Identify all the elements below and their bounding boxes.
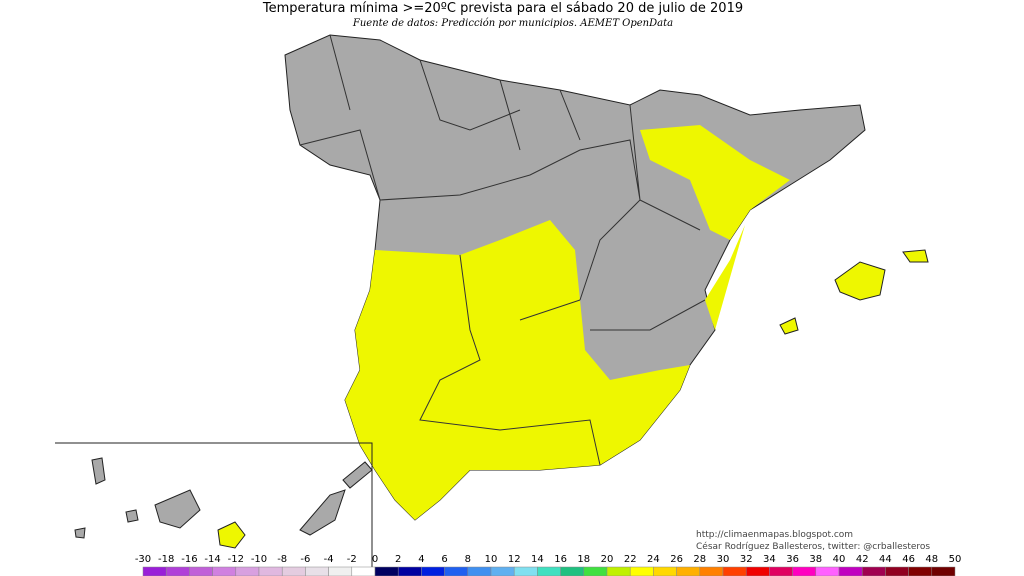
legend-label: 42 xyxy=(856,554,869,565)
color-swatch xyxy=(629,566,654,576)
legend-label: -14 xyxy=(204,554,220,565)
color-swatch xyxy=(467,566,492,576)
legend-label: -2 xyxy=(347,554,357,565)
legend-label: 20 xyxy=(601,554,614,565)
legend-label: 40 xyxy=(833,554,846,565)
legend-label: -8 xyxy=(277,554,287,565)
color-swatch xyxy=(258,566,283,576)
legend-label: -6 xyxy=(300,554,310,565)
color-swatch xyxy=(513,566,538,576)
legend-label: 32 xyxy=(740,554,753,565)
legend-label: -16 xyxy=(181,554,197,565)
legend-label: 10 xyxy=(485,554,498,565)
credit-author: César Rodríguez Ballesteros, twitter: @c… xyxy=(696,541,930,552)
legend-label: 18 xyxy=(577,554,590,565)
legend-label: 38 xyxy=(809,554,822,565)
color-swatch xyxy=(490,566,515,576)
color-swatch xyxy=(235,566,260,576)
color-swatch xyxy=(606,566,631,576)
canary-inset xyxy=(55,442,373,576)
color-swatch xyxy=(792,566,817,576)
color-swatch xyxy=(885,566,909,576)
color-swatch xyxy=(583,566,608,576)
legend-label: 24 xyxy=(647,554,660,565)
legend-label: 36 xyxy=(786,554,799,565)
subtitle: Fuente de datos: Predicción por municipi… xyxy=(352,18,673,29)
color-swatch xyxy=(537,566,561,576)
legend-label: 28 xyxy=(693,554,706,565)
color-swatch xyxy=(305,566,329,576)
color-swatch xyxy=(421,566,445,576)
color-swatch xyxy=(769,566,793,576)
color-swatch xyxy=(142,566,167,576)
color-swatch xyxy=(328,566,353,576)
legend-label: 0 xyxy=(372,554,378,565)
color-swatch xyxy=(699,566,724,576)
legend-label: -4 xyxy=(324,554,334,565)
color-swatch xyxy=(281,566,306,576)
legend-label: 50 xyxy=(949,554,962,565)
legend-label: 46 xyxy=(902,554,915,565)
color-swatch xyxy=(374,566,399,576)
color-swatch xyxy=(745,566,770,576)
legend-label: -18 xyxy=(158,554,174,565)
color-swatch xyxy=(861,566,886,576)
color-swatch xyxy=(908,566,933,576)
color-swatch xyxy=(165,566,190,576)
legend-label: -10 xyxy=(251,554,267,565)
color-swatch xyxy=(838,566,863,576)
legend-label: 12 xyxy=(508,554,521,565)
color-swatch xyxy=(560,566,585,576)
color-swatch xyxy=(676,566,701,576)
color-swatch xyxy=(444,566,469,576)
legend-label: 26 xyxy=(670,554,683,565)
legend-label: -30 xyxy=(135,554,151,565)
color-swatch xyxy=(212,566,237,576)
credit-url: http://climaenmapas.blogspot.com xyxy=(696,530,853,540)
title: Temperatura mínima >=20ºC prevista para … xyxy=(262,1,743,16)
legend-label: 30 xyxy=(717,554,730,565)
color-swatch xyxy=(653,566,677,576)
legend-label: 34 xyxy=(763,554,776,565)
color-swatch xyxy=(815,566,840,576)
color-swatch xyxy=(397,566,422,576)
legend-label: 44 xyxy=(879,554,892,565)
legend-label: 14 xyxy=(531,554,544,565)
legend-label: 22 xyxy=(624,554,637,565)
legend-label: 48 xyxy=(925,554,938,565)
balearic-islands xyxy=(779,249,929,335)
legend-label: 2 xyxy=(395,554,401,565)
color-swatch xyxy=(722,566,747,576)
color-swatch xyxy=(351,566,376,576)
legend-label: -12 xyxy=(228,554,244,565)
legend-label: 6 xyxy=(441,554,447,565)
legend-label: 4 xyxy=(418,554,424,565)
peninsula xyxy=(284,34,866,521)
legend-label: 16 xyxy=(554,554,567,565)
color-legend: -30 -18 -16 -14 -12 -10 -8 -6 -4 -2 0 2 4 6 8 10 12 14 16 1… xyxy=(135,554,962,576)
legend-label: 8 xyxy=(465,554,471,565)
color-swatch xyxy=(931,566,956,576)
color-swatch xyxy=(189,566,213,576)
